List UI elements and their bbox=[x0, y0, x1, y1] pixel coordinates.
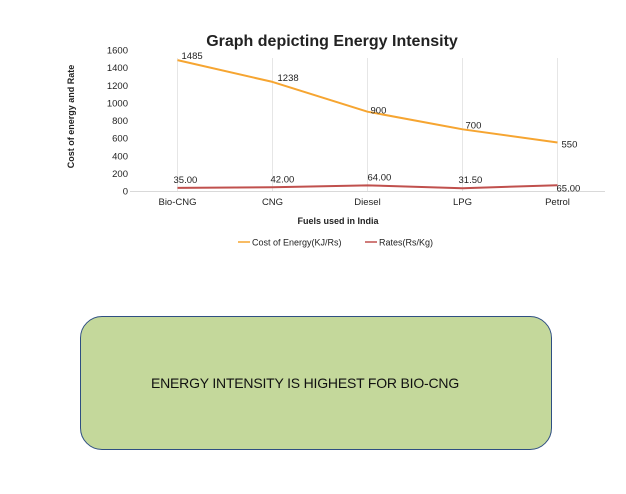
data-label: 550 bbox=[562, 140, 578, 151]
chart-title: Graph depicting Energy Intensity bbox=[206, 33, 458, 50]
y-tick-label: 0 bbox=[123, 187, 128, 198]
y-axis-title: Cost of energy and Rate bbox=[66, 65, 76, 169]
data-label: 35.00 bbox=[174, 175, 198, 186]
y-tick-label: 200 bbox=[112, 169, 128, 180]
energy-intensity-chart: Graph depicting Energy Intensity 0 200 400 6… bbox=[66, 33, 605, 248]
callout-text: ENERGY INTENSITY IS HIGHEST FOR BIO-CNG bbox=[150, 375, 460, 391]
data-label: 1485 bbox=[182, 51, 203, 62]
y-tick-label: 600 bbox=[112, 134, 128, 145]
series-line bbox=[177, 59, 558, 144]
x-axis-title: Fuels used in India bbox=[297, 216, 379, 226]
series-line bbox=[177, 184, 558, 190]
y-tick-label: 1000 bbox=[107, 98, 128, 109]
data-label: 700 bbox=[466, 120, 482, 131]
x-tick-label: Diesel bbox=[354, 197, 380, 208]
data-label: 64.00 bbox=[368, 172, 392, 183]
data-label: 1238 bbox=[278, 73, 299, 84]
callout-box: ENERGY INTENSITY IS HIGHEST FOR BIO-CNG bbox=[80, 316, 552, 450]
x-tick-label: Petrol bbox=[545, 197, 570, 208]
legend-label: Rates(Rs/Kg) bbox=[379, 238, 433, 248]
data-label: 65.00 bbox=[557, 183, 581, 194]
x-tick-label: Bio-CNG bbox=[158, 197, 196, 208]
y-tick-label: 1200 bbox=[107, 81, 128, 92]
chart-panel: Graph depicting Energy Intensity 0 200 400 6… bbox=[60, 22, 606, 254]
data-label: 31.50 bbox=[459, 175, 483, 186]
y-tick-label: 1600 bbox=[107, 46, 128, 57]
data-label: 42.00 bbox=[271, 174, 295, 185]
x-tick-label: LPG bbox=[453, 197, 472, 208]
data-label: 900 bbox=[371, 106, 387, 117]
y-tick-label: 400 bbox=[112, 151, 128, 162]
x-tick-label: CNG bbox=[262, 197, 283, 208]
y-tick-label: 800 bbox=[112, 116, 128, 127]
legend-label: Cost of Energy(KJ/Rs) bbox=[252, 238, 342, 248]
y-tick-label: 1400 bbox=[107, 63, 128, 74]
